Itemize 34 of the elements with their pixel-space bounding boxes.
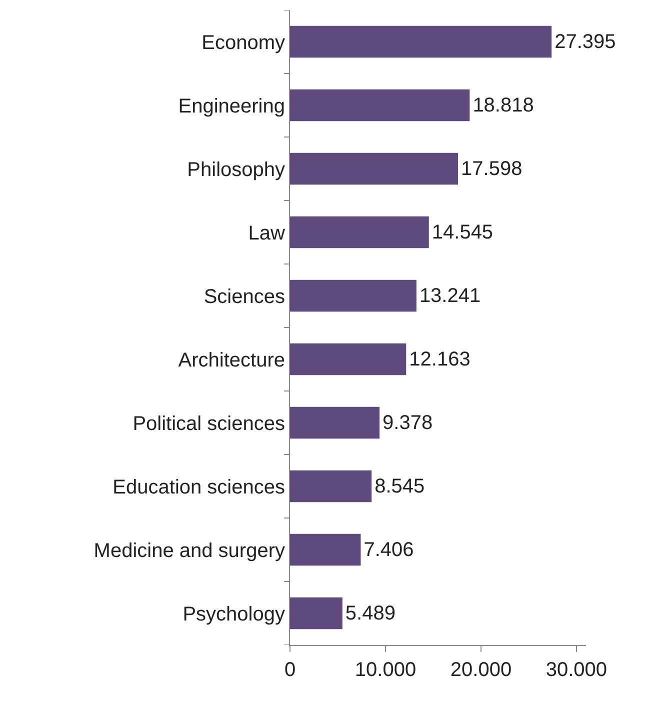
y-tick-label: Education sciences: [112, 476, 285, 498]
y-tick-label: Sciences: [204, 286, 285, 308]
bar: [290, 152, 458, 185]
y-tick-label: Architecture: [178, 349, 285, 372]
bar: [290, 597, 342, 630]
bar: [290, 534, 361, 566]
x-tick-label: 10.000: [354, 659, 416, 681]
data-label: 5.489: [345, 602, 396, 624]
x-tick-label: 0: [284, 659, 296, 681]
data-label: 9.378: [382, 412, 433, 434]
data-label: 8.545: [374, 475, 425, 498]
y-tick-label: Economy: [202, 32, 285, 54]
bar: [290, 343, 406, 376]
bar: [290, 89, 470, 122]
data-label: 12.163: [409, 348, 470, 370]
y-tick-label: Psychology: [182, 603, 285, 626]
data-label: 17.598: [461, 158, 522, 180]
y-tick-label: Law: [248, 222, 286, 244]
bar: [290, 280, 416, 312]
data-label: 18.818: [472, 94, 534, 116]
bar: [290, 470, 372, 502]
data-label: 14.545: [432, 221, 494, 244]
x-tick-label: 30.000: [546, 659, 608, 681]
bar: [290, 26, 552, 58]
y-tick-label: Philosophy: [187, 158, 285, 181]
bar: [290, 216, 429, 248]
y-tick-label: Political sciences: [132, 412, 285, 435]
data-label: 7.406: [364, 538, 414, 561]
bar: [290, 406, 380, 439]
data-label: 13.241: [419, 284, 481, 307]
y-tick-label: Engineering: [178, 95, 285, 118]
y-tick-label: Medicine and surgery: [94, 540, 285, 562]
data-label: 27.395: [554, 30, 616, 53]
x-tick-label: 20.000: [450, 659, 512, 681]
